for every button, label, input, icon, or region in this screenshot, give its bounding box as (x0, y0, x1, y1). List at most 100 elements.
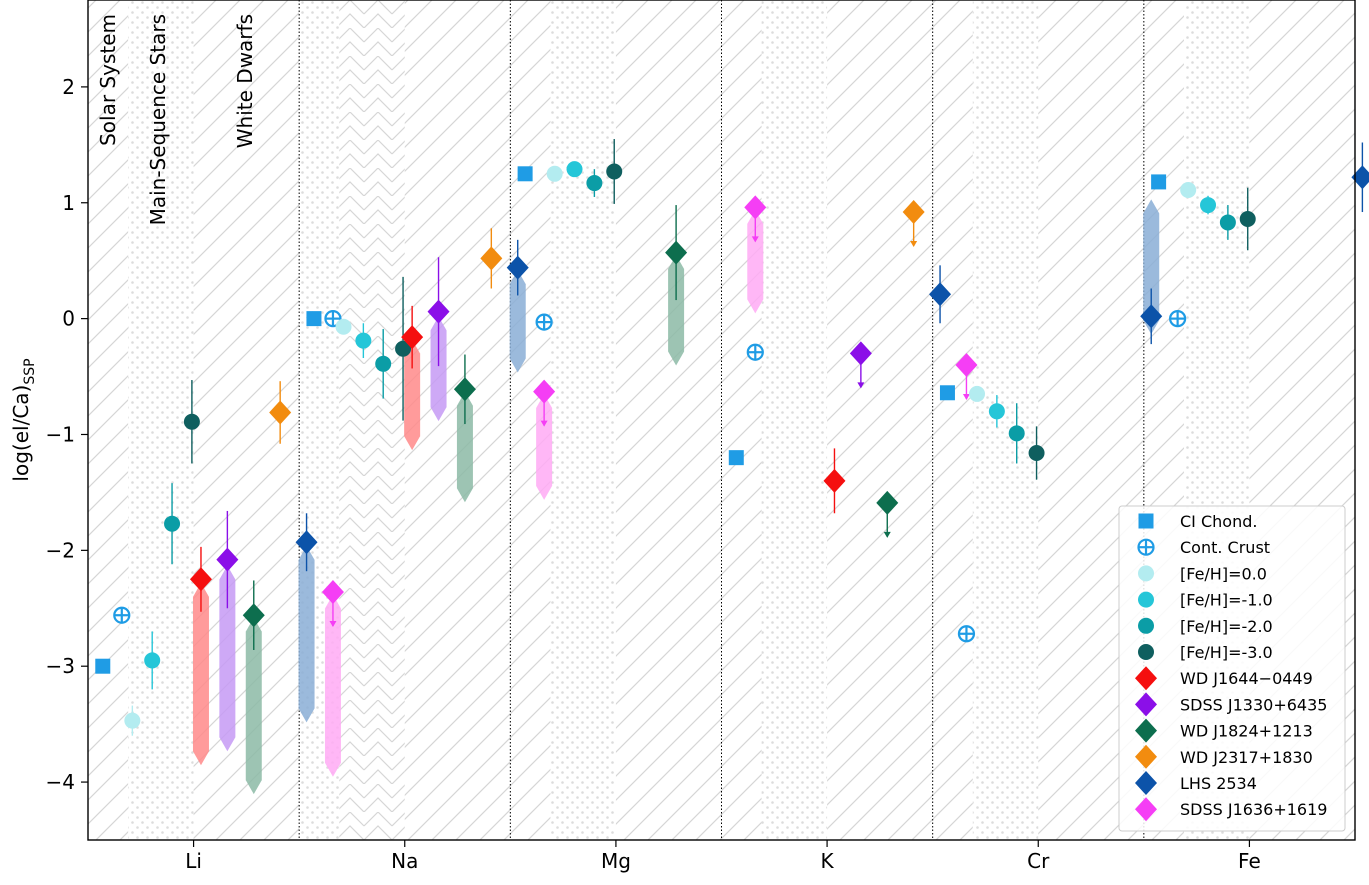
marker-fe-h-2-0-fe (1219, 214, 1236, 231)
legend-marker-sdss-j1330-6435 (1135, 692, 1157, 717)
bg-region-cr-0 (932, 0, 973, 840)
legend-item-fe-h-0-0: [Fe/H]=0.0 (1138, 564, 1267, 583)
data-markers (95, 161, 1369, 729)
range-wd-j1824-1213-mg (668, 255, 685, 366)
legend-marker-fe-h-2-0 (1138, 617, 1154, 634)
bg-region-li-0 (88, 0, 129, 840)
plot-frame (87, 0, 1356, 841)
x-tick-label-li: Li (185, 849, 202, 873)
legend-item-wd-j1644-0449: WD J1644−0449 (1135, 666, 1313, 691)
x-tick-label-k: K (821, 849, 835, 873)
legend-label-sdss-j1636-1619: SDSS J1636+1619 (1180, 800, 1327, 819)
marker-wd-j1824-1213-na (453, 377, 476, 402)
marker-wd-j1644-0449-k (823, 468, 846, 493)
svg-text:log(el/Ca)SSP: log(el/Ca)SSP (9, 358, 38, 481)
marker-sdss-j1636-1619-na (533, 379, 556, 404)
legend-item-wd-j2317-1830: WD J2317+1830 (1135, 744, 1313, 769)
legend-label-fe-h-2-0: [Fe/H]=-2.0 (1180, 617, 1273, 636)
marker-fe-h-3-0-na (395, 340, 412, 357)
legend-item-fe-h-1-0: [Fe/H]=-1.0 (1138, 591, 1273, 610)
marker-cont-crust-mg (535, 313, 553, 331)
marker-fe-h-3-0-mg (606, 163, 623, 180)
marker-sdss-j1330-6435-na (427, 299, 450, 324)
legend-label-lhs-2534: LHS 2534 (1180, 774, 1257, 793)
white-dwarf-range-shading (192, 47, 1355, 795)
legend-marker-ci-chond (1138, 513, 1154, 529)
marker-wd-j1644-0449-li (189, 567, 212, 592)
marker-wd-j2317-1830-na (480, 246, 503, 271)
range-sdss-j1330-6435-na (430, 316, 447, 422)
region-label-solar-system: Solar System (96, 14, 120, 146)
marker-fe-h-0-0-mg (546, 165, 563, 182)
y-tick-label: 2 (62, 75, 75, 99)
legend-marker-wd-j1824-1213 (1135, 718, 1157, 743)
bg-region-k-1 (761, 0, 828, 840)
marker-fe-h-0-0-li (124, 712, 141, 729)
legend-item-fe-h-3-0: [Fe/H]=-3.0 (1138, 643, 1273, 662)
y-axis-title: log(el/Ca)SSP (9, 358, 38, 481)
x-tick-label-cr: Cr (1027, 849, 1050, 873)
marker-wd-j1824-1213-mg (665, 240, 688, 265)
marker-lhs-2534-cr (1140, 304, 1163, 329)
marker-fe-h-2-0-li (164, 515, 181, 532)
legend-marker-wd-j1644-0449 (1135, 666, 1157, 691)
marker-wd-j1644-0449-na (401, 325, 424, 350)
marker-fe-h-1-0-cr (988, 403, 1005, 420)
region-label-main-sequence: Main-Sequence Stars (146, 14, 170, 225)
legend-item-fe-h-2-0: [Fe/H]=-2.0 (1138, 617, 1273, 636)
marker-ci-chond-k (728, 450, 744, 466)
legend-label-fe-h-3-0: [Fe/H]=-3.0 (1180, 643, 1273, 662)
legend-label-fe-h-0-0: [Fe/H]=0.0 (1180, 564, 1267, 583)
y-tick-label: −2 (46, 538, 75, 562)
marker-wd-j2317-1830-k (902, 200, 925, 225)
marker-fe-h-2-0-mg (586, 175, 603, 192)
marker-cont-crust-fe (1169, 310, 1187, 328)
marker-sdss-j1330-6435-li (216, 547, 239, 572)
y-axis-label: log(el/Ca) (9, 385, 33, 482)
bg-region-mg-2 (615, 0, 722, 840)
marker-fe-h-0-0-cr (969, 385, 986, 402)
marker-fe-h-1-0-mg (566, 161, 583, 178)
marker-cont-crust-cr (957, 625, 976, 643)
legend-item-sdss-j1636-1619: SDSS J1636+1619 (1135, 797, 1327, 822)
legend-item-lhs-2534: LHS 2534 (1135, 771, 1257, 795)
marker-ci-chond-na (306, 311, 322, 327)
marker-sdss-j1636-1619-li (321, 580, 344, 605)
legend: CI Chond. Cont. Crust [Fe/H]=0.0 [Fe/H]=-1.… (1118, 505, 1346, 832)
legend-marker-fe-h-3-0 (1138, 644, 1154, 660)
marker-ci-chond-li (95, 658, 111, 674)
legend-marker-wd-j2317-1830 (1135, 744, 1157, 769)
y-tick-label: −4 (46, 770, 75, 794)
legend-label-cont-crust: Cont. Crust (1180, 538, 1270, 557)
y-tick-label: 0 (62, 307, 75, 331)
legend-label-wd-j1824-1213: WD J1824+1213 (1180, 722, 1313, 741)
range-sdss-j1330-6435-li (219, 565, 236, 752)
marker-fe-h-3-0-fe (1239, 210, 1256, 227)
marker-fe-h-2-0-na (375, 355, 392, 372)
marker-cont-crust-k (746, 343, 764, 361)
marker-lhs-2534-li (295, 530, 318, 555)
legend-box (1118, 505, 1346, 832)
legend-label-wd-j1644-0449: WD J1644−0449 (1180, 669, 1313, 688)
region-labels: Solar System Main-Sequence Stars White D… (96, 14, 257, 225)
legend-label-sdss-j1330-6435: SDSS J1330+6435 (1180, 695, 1327, 714)
range-lhs-2534-cr (1143, 199, 1160, 335)
marker-fe-h-1-0-li (144, 652, 161, 669)
y-tick-label: 1 (62, 191, 75, 215)
marker-lhs-2534-k (929, 282, 952, 307)
marker-lhs-2534-na (506, 255, 529, 280)
bg-region-cr-1 (972, 0, 1039, 840)
marker-sdss-j1330-6435-k (849, 341, 872, 366)
legend-marker-lhs-2534 (1135, 771, 1157, 795)
marker-sdss-j1636-1619-mg (744, 195, 767, 220)
category-separators (298, 0, 1145, 840)
marker-wd-j1824-1213-k (876, 490, 899, 515)
range-wd-j1644-0449-li (192, 582, 209, 766)
range-wd-j1824-1213-na (456, 391, 473, 503)
range-lhs-2534-li (298, 545, 315, 723)
legend-marker-cont-crust (1137, 538, 1155, 556)
legend-marker-sdss-j1636-1619 (1135, 797, 1157, 822)
bg-region-mg-1 (550, 0, 616, 840)
legend-marker-fe-h-0-0 (1138, 565, 1154, 582)
